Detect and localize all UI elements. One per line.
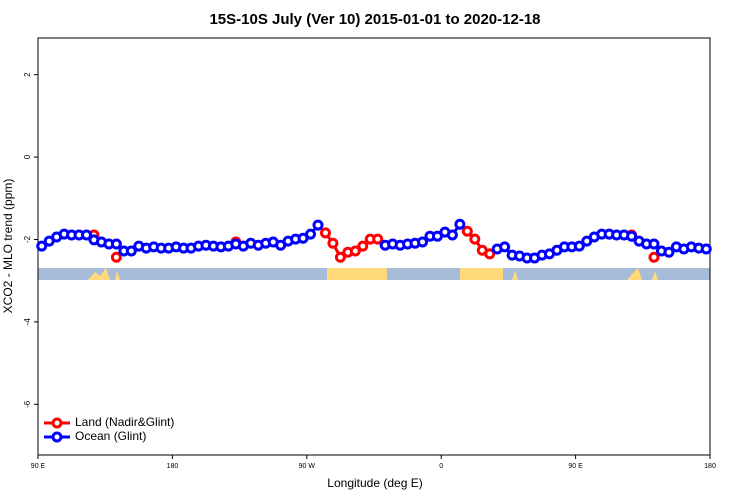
legend-label: Land (Nadir&Glint) <box>75 415 174 429</box>
data-point <box>319 227 331 239</box>
x-tick-label: 180 <box>167 463 179 470</box>
data-point <box>334 251 346 263</box>
y-tick-label: -6 <box>23 400 32 408</box>
y-tick-label: 0 <box>23 154 32 159</box>
data-point <box>125 245 137 257</box>
data-point <box>626 230 638 242</box>
series-1 <box>36 218 712 264</box>
data-point <box>110 238 122 250</box>
y-tick-label: -2 <box>23 235 32 243</box>
data-point <box>648 251 660 263</box>
data-point <box>700 243 712 255</box>
data-point <box>372 233 384 245</box>
data-point <box>81 229 93 241</box>
y-tick-label: -4 <box>23 318 32 326</box>
data-point <box>484 248 496 260</box>
chart-title: 15S-10S July (Ver 10) 2015-01-01 to 2020… <box>209 11 540 28</box>
legend: Land (Nadir&Glint)Ocean (Glint) <box>44 415 174 443</box>
data-point <box>327 237 339 249</box>
data-point <box>469 233 481 245</box>
data-point <box>357 240 369 252</box>
data-point <box>417 236 429 248</box>
data-point <box>110 251 122 263</box>
legend-marker <box>51 431 63 443</box>
data-point <box>36 240 48 252</box>
data-point <box>349 245 361 257</box>
legend-marker <box>51 417 63 429</box>
land-mask-band <box>38 268 710 280</box>
x-tick-label: 90 W <box>299 463 316 470</box>
y-axis-title: XCO2 - MLO trend (ppm) <box>1 179 15 314</box>
x-tick-label: 90 E <box>568 463 583 470</box>
data-point <box>648 238 660 250</box>
x-axis-title: Longitude (deg E) <box>327 476 422 490</box>
data-point <box>461 225 473 237</box>
data-point <box>573 240 585 252</box>
data-point <box>446 229 458 241</box>
data-point <box>312 219 324 231</box>
data-point <box>454 218 466 230</box>
x-tick-label: 0 <box>439 463 443 470</box>
legend-label: Ocean (Glint) <box>75 429 146 443</box>
data-point <box>663 246 675 258</box>
data-point <box>499 241 511 253</box>
x-tick-label: 90 E <box>31 463 46 470</box>
data-point <box>305 228 317 240</box>
y-tick-label: 2 <box>23 72 32 77</box>
x-tick-label: 180 <box>704 463 716 470</box>
